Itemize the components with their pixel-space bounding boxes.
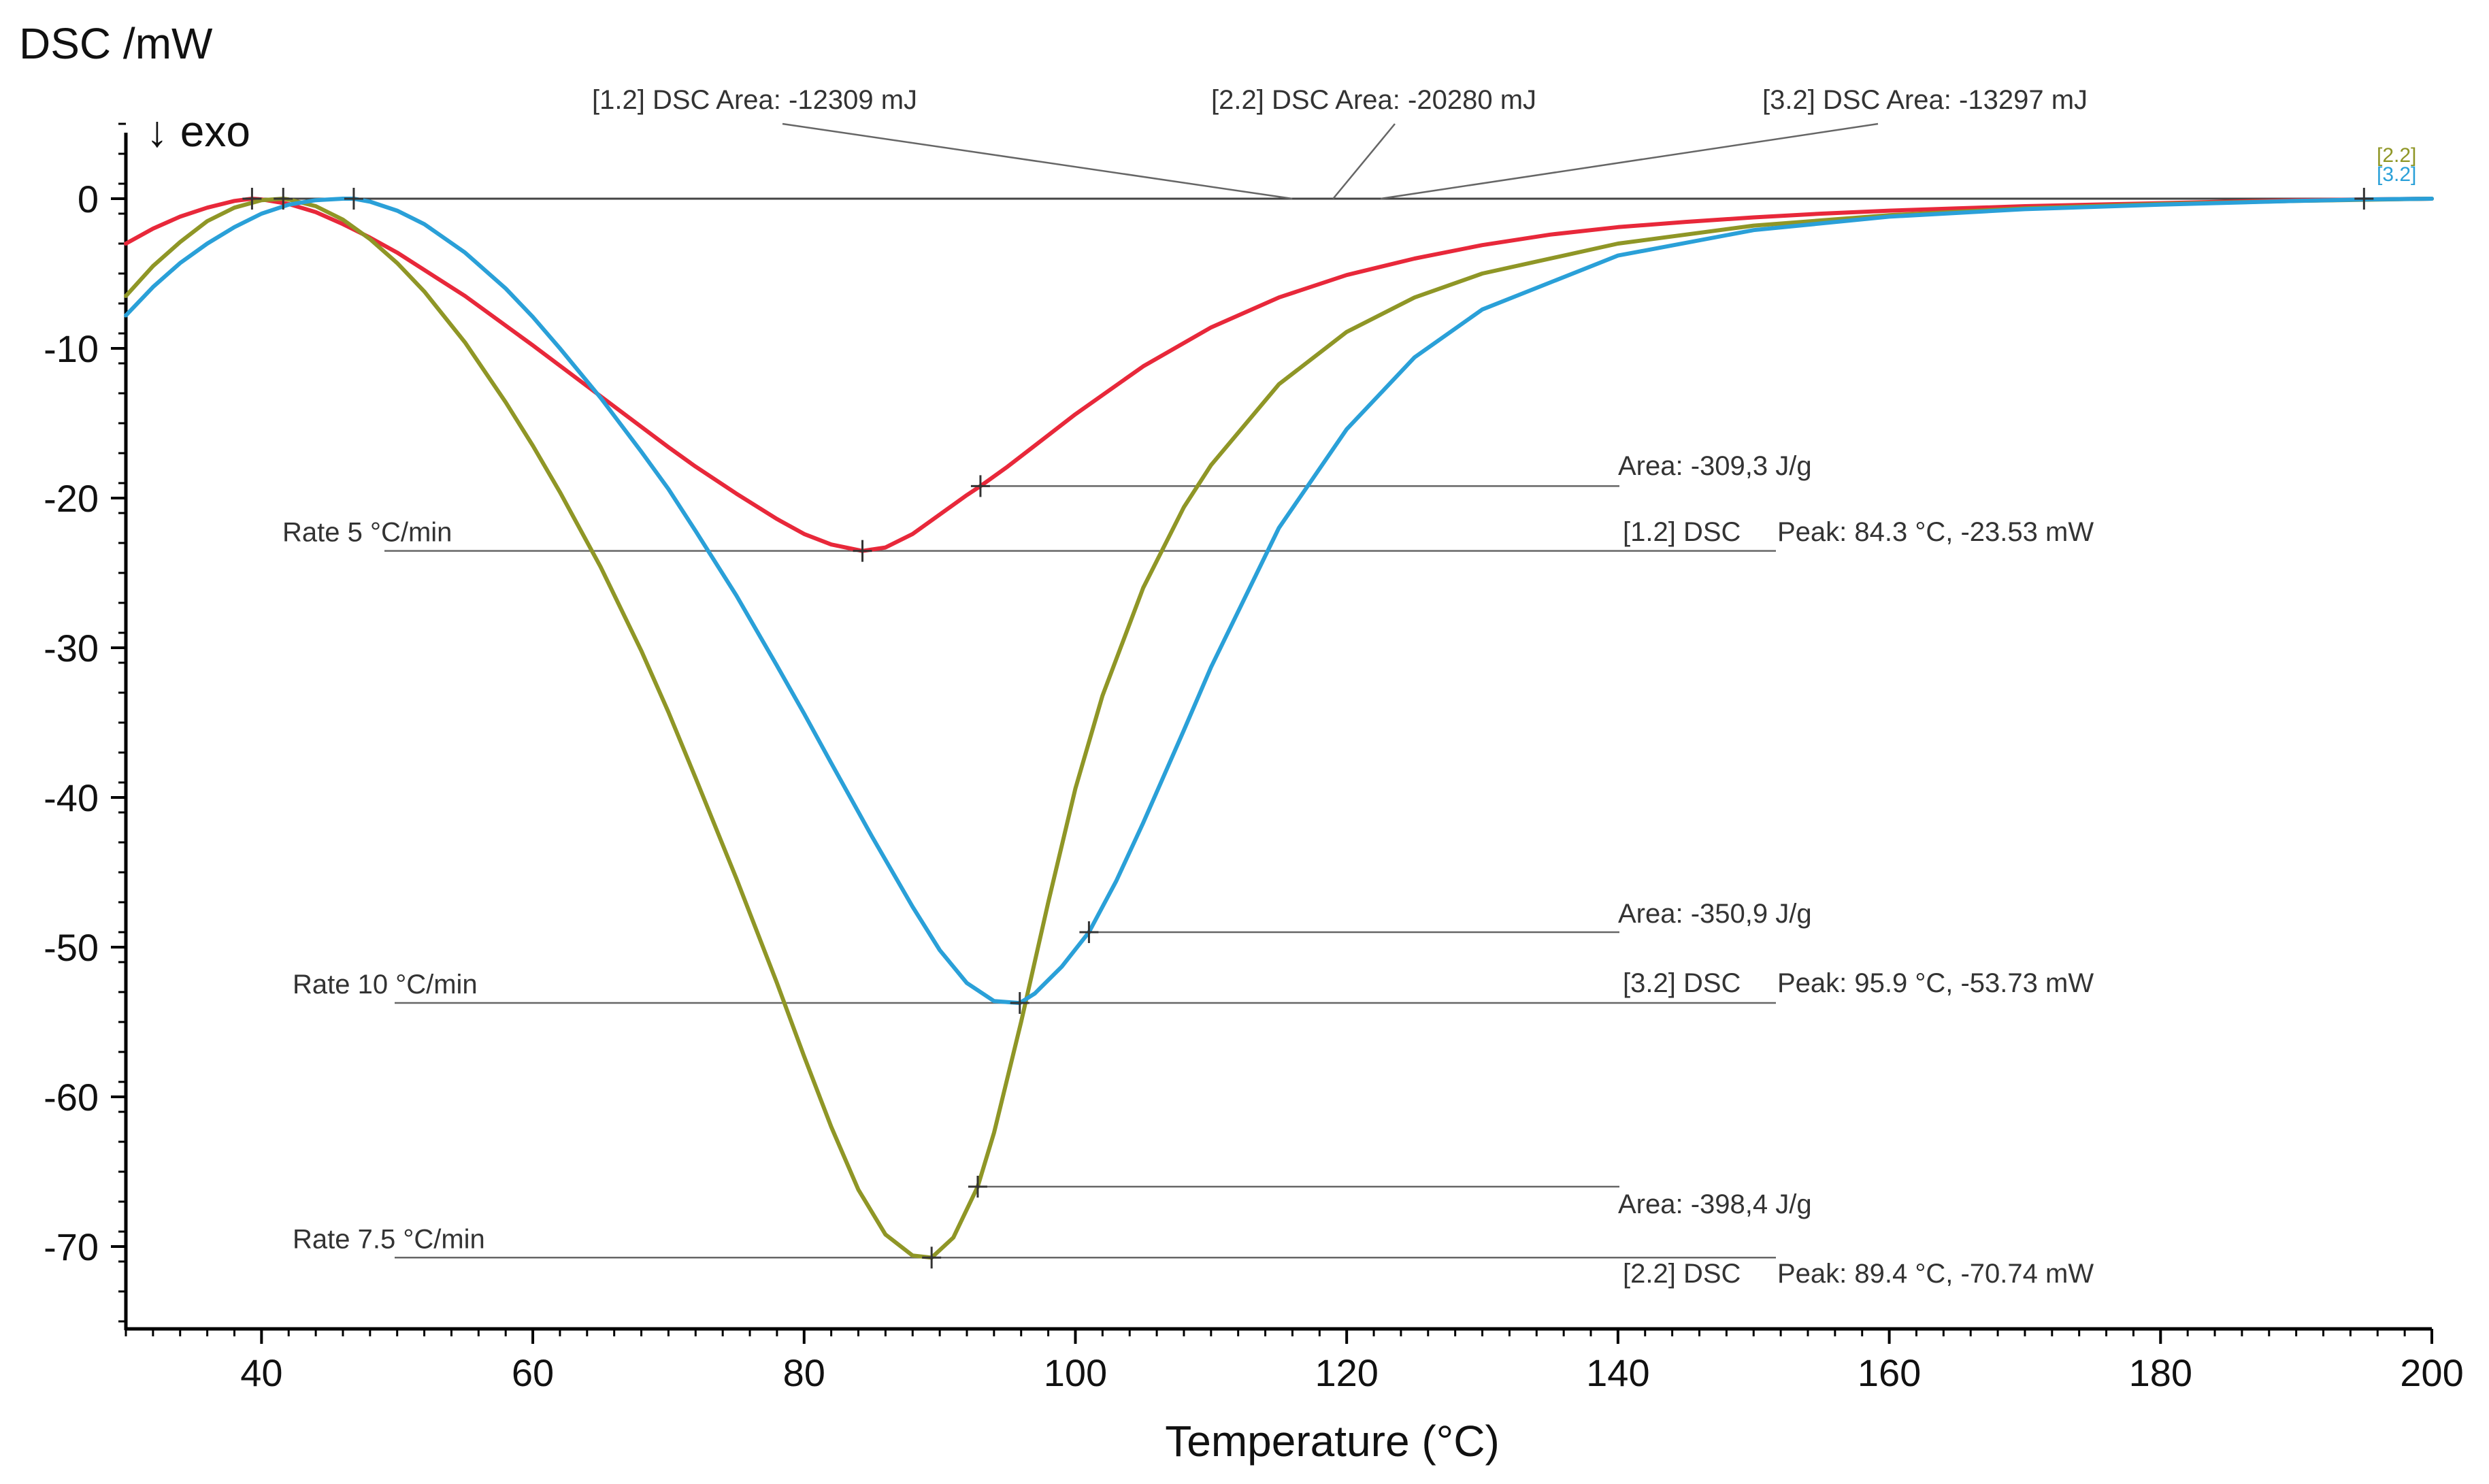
series-line bbox=[124, 197, 2434, 553]
baseline-end-marker bbox=[2354, 188, 2374, 210]
y-tick-label: 0 bbox=[78, 178, 99, 220]
total-area-leader bbox=[1332, 123, 1396, 199]
y-tick-label: -20 bbox=[44, 477, 99, 520]
y-tick-label: -10 bbox=[44, 327, 99, 370]
start-marker bbox=[344, 188, 363, 210]
total-area-leader bbox=[1380, 122, 1879, 200]
peak-marker bbox=[1010, 992, 1029, 1015]
annotation-labels: [1.2] DSC Area: -12309 mJ [2.2] DSC Area:… bbox=[282, 85, 2416, 1289]
x-tick-label: 60 bbox=[512, 1351, 554, 1394]
exo-indicator: ↓ exo bbox=[146, 107, 250, 156]
x-axis-title: Temperature (°C) bbox=[1165, 1417, 1500, 1466]
x-tick-label: 160 bbox=[1858, 1351, 1921, 1394]
y-tick-label: -50 bbox=[44, 926, 99, 969]
cross-markers bbox=[242, 188, 2374, 1269]
start-marker bbox=[242, 188, 262, 210]
x-tick-label: 200 bbox=[2400, 1351, 2463, 1394]
y-axis-title: DSC /mW bbox=[19, 19, 213, 68]
rate-label: Rate 10 °C/min bbox=[293, 970, 478, 1000]
total-area-label: [2.2] DSC Area: -20280 mJ bbox=[1211, 85, 1536, 115]
start-marker bbox=[274, 188, 293, 210]
area-label: Area: -350,9 J/g bbox=[1618, 899, 1812, 929]
series-peak-id: [3.2] DSC bbox=[1623, 968, 1741, 998]
x-tick-label: 120 bbox=[1315, 1351, 1378, 1394]
y-tick-label: -40 bbox=[44, 776, 99, 819]
series-peak-id: [1.2] DSC bbox=[1623, 517, 1741, 547]
rate-label: Rate 5 °C/min bbox=[282, 518, 452, 548]
x-tick-label: 140 bbox=[1586, 1351, 1649, 1394]
series-tag: [2.2] bbox=[2377, 144, 2416, 167]
area-label: Area: -398,4 J/g bbox=[1618, 1189, 1812, 1219]
y-tick-label: -60 bbox=[44, 1076, 99, 1119]
x-tick-label: 100 bbox=[1044, 1351, 1107, 1394]
total-area-label: [1.2] DSC Area: -12309 mJ bbox=[592, 85, 917, 115]
total-area-leader bbox=[782, 122, 1293, 200]
y-tick-label: -30 bbox=[44, 627, 99, 670]
axis-ticks: 40 60 80 100 120 140 160 180 200 0 -10 -20 -30 -40 -50… bbox=[44, 122, 2464, 1394]
area-marker bbox=[968, 1176, 987, 1198]
series-tag: [3.2] bbox=[2377, 163, 2416, 186]
series-peak-id: [2.2] DSC bbox=[1623, 1259, 1741, 1289]
rate-label: Rate 7.5 °C/min bbox=[293, 1224, 485, 1254]
area-marker bbox=[1079, 921, 1099, 943]
peak-label: Peak: 95.9 °C, -53.73 mW bbox=[1777, 968, 2094, 998]
y-tick-label: -70 bbox=[44, 1225, 99, 1268]
x-tick-label: 180 bbox=[2129, 1351, 2192, 1394]
peak-marker bbox=[853, 540, 872, 562]
annotation-leaders bbox=[384, 122, 1879, 1259]
area-label: Area: -309,3 J/g bbox=[1618, 451, 1812, 481]
x-tick-label: 80 bbox=[783, 1351, 825, 1394]
peak-label: Peak: 84.3 °C, -23.53 mW bbox=[1777, 517, 2094, 547]
x-tick-label: 40 bbox=[240, 1351, 282, 1394]
total-area-label: [3.2] DSC Area: -13297 mJ bbox=[1762, 85, 2088, 115]
series-line bbox=[124, 197, 2434, 1260]
peak-marker bbox=[922, 1247, 942, 1269]
peak-label: Peak: 89.4 °C, -70.74 mW bbox=[1777, 1259, 2094, 1289]
area-marker bbox=[970, 475, 990, 497]
